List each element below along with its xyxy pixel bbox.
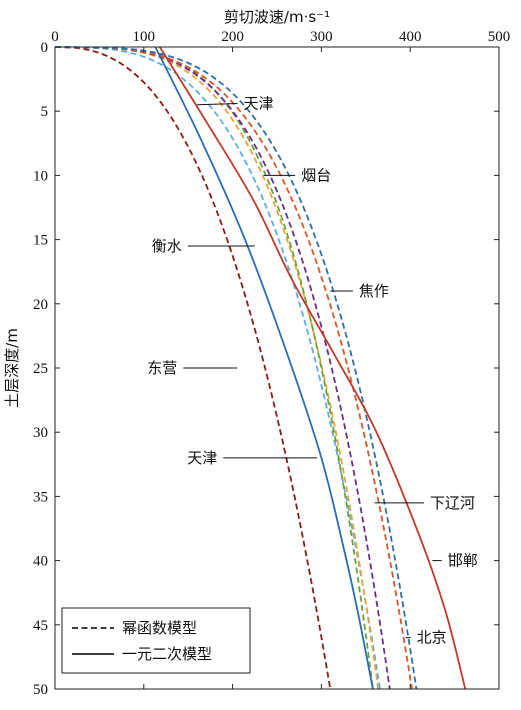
x-tick-label: 200 bbox=[221, 29, 244, 45]
y-tick-label: 10 bbox=[33, 168, 48, 184]
y-axis-title: 土层深度/m bbox=[3, 328, 21, 408]
y-tick-label: 40 bbox=[33, 554, 48, 570]
series-line-6 bbox=[54, 46, 418, 690]
series-line-7 bbox=[154, 46, 374, 690]
series-line-4 bbox=[54, 46, 391, 690]
y-tick-label: 20 bbox=[33, 297, 48, 313]
x-tick-label: 0 bbox=[51, 29, 59, 45]
annotation-label: 下辽河 bbox=[430, 494, 475, 512]
y-tick-label: 15 bbox=[33, 233, 48, 249]
x-tick-label: 100 bbox=[133, 29, 156, 45]
series-line-0 bbox=[54, 46, 332, 690]
plot-frame bbox=[54, 46, 500, 690]
x-tick-label: 500 bbox=[488, 29, 511, 45]
annotation-label: 邯郸 bbox=[448, 552, 478, 570]
series-line-3 bbox=[54, 46, 374, 690]
annotation-label: 烟台 bbox=[301, 166, 331, 184]
y-tick-label: 45 bbox=[33, 618, 48, 634]
series-line-5 bbox=[54, 46, 413, 690]
annotation-label: 东营 bbox=[147, 359, 177, 377]
x-tick-label: 400 bbox=[399, 29, 422, 45]
legend-label: 幂函数模型 bbox=[122, 619, 197, 637]
series-line-1 bbox=[54, 46, 381, 690]
y-tick-label: 35 bbox=[33, 489, 48, 505]
legend-label: 一元二次模型 bbox=[122, 645, 212, 663]
y-tick-label: 25 bbox=[33, 361, 48, 377]
y-tick-label: 50 bbox=[33, 682, 48, 698]
y-tick-label: 0 bbox=[41, 40, 49, 56]
annotation-label: 焦作 bbox=[359, 282, 389, 300]
series-line-2 bbox=[54, 46, 380, 690]
annotation-label: 衡水 bbox=[152, 237, 182, 255]
annotation-label: 天津 bbox=[243, 94, 273, 112]
annotation-label: 天津 bbox=[187, 449, 217, 467]
legend-box bbox=[61, 607, 251, 674]
x-axis-title: 剪切波速/m·s⁻¹ bbox=[224, 8, 330, 26]
x-tick-label: 300 bbox=[310, 29, 333, 45]
y-tick-label: 5 bbox=[41, 104, 49, 120]
y-tick-label: 30 bbox=[33, 425, 48, 441]
series-line-8 bbox=[159, 46, 467, 690]
annotation-label: 北京 bbox=[417, 629, 447, 647]
annotation-leader bbox=[197, 102, 238, 106]
